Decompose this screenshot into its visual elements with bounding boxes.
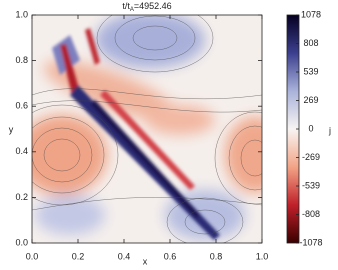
y-tick-label: 1.0 xyxy=(15,9,28,19)
field-map xyxy=(32,15,262,243)
colorbar-tick-label: 269 xyxy=(303,95,318,105)
colorbar-tick-label: 808 xyxy=(303,38,318,48)
x-tick-label: 0.0 xyxy=(26,251,39,261)
colorbar-tick-label: -539 xyxy=(302,180,320,190)
y-tick-label: 0.8 xyxy=(15,55,28,65)
y-axis-label: y xyxy=(9,124,14,134)
y-tick-label: 0.6 xyxy=(15,101,28,111)
title-subscript: A xyxy=(130,7,134,13)
colorbar-tick-label: 0 xyxy=(308,123,313,133)
chart-title: t/tA=4952.46 xyxy=(122,1,171,12)
x-tick-label: 0.6 xyxy=(164,251,177,261)
colorbar-tick-label: -269 xyxy=(302,152,320,162)
title-main: t/t xyxy=(122,1,130,11)
x-tick-label: 0.2 xyxy=(72,251,85,261)
colorbar-tick-label: 539 xyxy=(303,66,318,76)
y-tick-label: 0.0 xyxy=(15,237,28,247)
colorbar-tick-label: -808 xyxy=(302,209,320,219)
title-value: =4952.46 xyxy=(134,1,172,11)
x-tick-label: 1.0 xyxy=(256,251,269,261)
colorbar-label: j xyxy=(328,125,331,135)
y-tick-label: 0.2 xyxy=(15,192,28,202)
x-axis-label: x xyxy=(143,256,148,266)
y-tick-label: 0.4 xyxy=(15,146,28,156)
plot-frame xyxy=(31,14,263,244)
x-tick-label: 0.8 xyxy=(210,251,223,261)
x-tick-label: 0.4 xyxy=(118,251,131,261)
colorbar-tick-label: -1078 xyxy=(299,237,322,247)
colorbar-tick-label: 1078 xyxy=(301,9,321,19)
